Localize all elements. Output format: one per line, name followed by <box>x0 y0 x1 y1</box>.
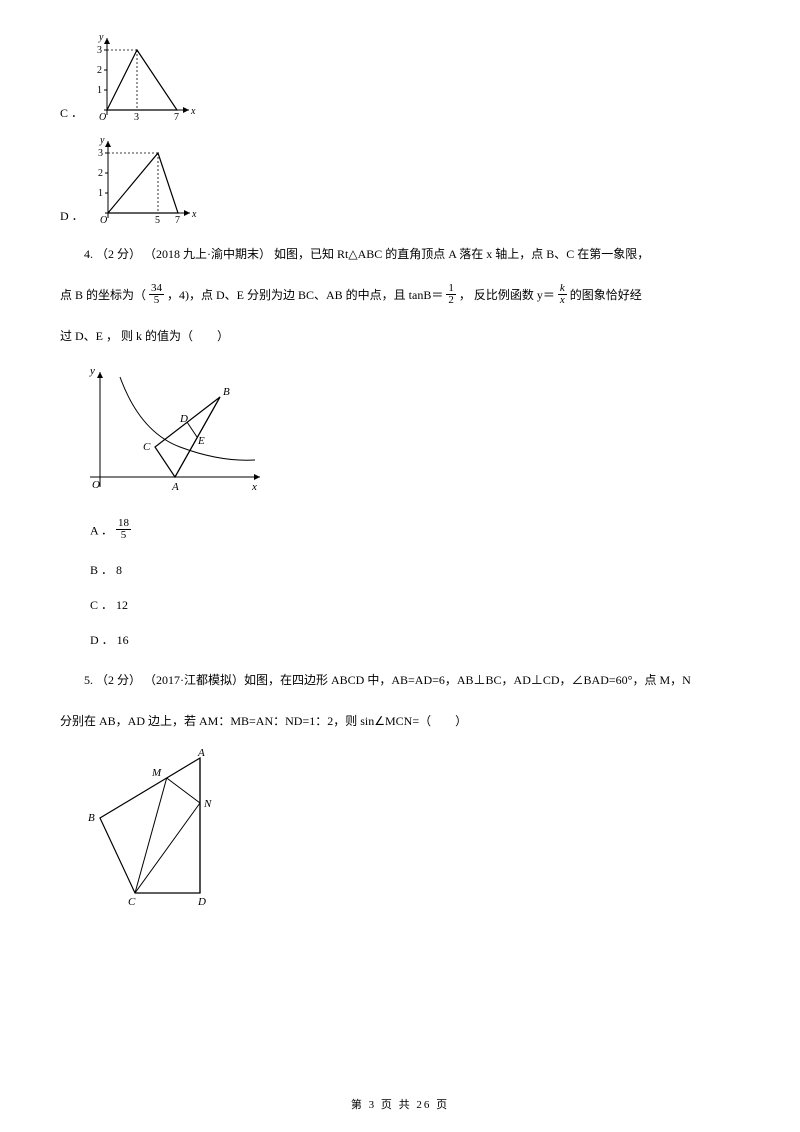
x-axis-label: x <box>190 106 196 117</box>
pt-C: C <box>143 441 151 453</box>
option-d-row: D ． 1 2 3 5 7 O x y <box>60 133 740 228</box>
xtick-7: 7 <box>175 215 180 226</box>
q4-line3: 过 D、E ， 则 k 的值为（ ） <box>60 322 740 351</box>
page-footer: 第 3 页 共 26 页 <box>0 1096 800 1112</box>
option-d-graph: 1 2 3 5 7 O x y <box>90 133 200 228</box>
q4-optA: A ． 185 <box>90 520 740 543</box>
ytick-1: 1 <box>97 85 102 96</box>
q4-optB: B ． 8 <box>90 561 740 578</box>
ytick-2: 2 <box>98 168 103 179</box>
option-c-label: C ． <box>60 104 83 125</box>
q4-l2a: 点 B 的坐标为（ <box>60 288 149 302</box>
q4-l2d: 的图象恰好经 <box>570 288 642 302</box>
pt-C: C <box>128 896 136 908</box>
y-label: y <box>89 365 95 377</box>
xtick-7: 7 <box>174 112 179 123</box>
option-c-graph: 1 2 3 3 7 O x y <box>89 30 199 125</box>
y-axis-label: y <box>98 32 104 43</box>
pt-B: B <box>88 812 95 824</box>
ytick-3: 3 <box>97 45 102 56</box>
q4-line2: 点 B 的坐标为（ 345 ，4)，点 D、E 分别为边 BC、AB 的中点，且… <box>60 281 740 310</box>
option-d-label: D ． <box>60 207 84 228</box>
q4-optD: D ． 16 <box>90 631 740 648</box>
ytick-3: 3 <box>98 148 103 159</box>
ytick-2: 2 <box>97 65 102 76</box>
q4-line1: 4. （2 分） （2018 九上·渝中期末） 如图，已知 Rt△ABC 的直角… <box>60 240 740 269</box>
frac-18-5: 185 <box>116 518 131 541</box>
frac-1-2: 12 <box>446 283 456 306</box>
pt-D: D <box>197 896 206 908</box>
q5-line2: 分别在 AB，AD 边上，若 AM：MB=AN：ND=1：2，则 sin∠MCN… <box>60 707 740 736</box>
x-axis-label: x <box>191 209 197 220</box>
q4-diagram: O x y A B C D E <box>80 362 740 502</box>
q4-l2c: ， 反比例函数 y＝ <box>459 288 558 302</box>
ytick-1: 1 <box>98 188 103 199</box>
xtick-3: 3 <box>134 112 139 123</box>
pt-A: A <box>171 481 179 493</box>
pt-E: E <box>197 435 205 447</box>
frac-k-x: kx <box>558 283 567 306</box>
q4-optC: C ． 12 <box>90 596 740 613</box>
optA-label: A ． <box>90 524 113 538</box>
pt-B: B <box>223 386 230 398</box>
pt-D: D <box>179 413 188 425</box>
q4-l2b: ，4)，点 D、E 分别为边 BC、AB 的中点，且 tanB＝ <box>167 288 446 302</box>
y-axis-label: y <box>99 135 105 146</box>
origin-label: O <box>100 215 107 226</box>
pt-N: N <box>203 798 212 810</box>
x-label: x <box>251 481 257 493</box>
pt-A: A <box>197 748 205 759</box>
option-c-row: C ． 1 2 3 3 7 O x y <box>60 30 740 125</box>
frac-34-5: 345 <box>149 283 164 306</box>
origin-label: O <box>99 112 106 123</box>
q5-line1: 5. （2 分） （2017·江都模拟）如图，在四边形 ABCD 中，AB=AD… <box>60 666 740 695</box>
origin: O <box>92 479 100 491</box>
pt-M: M <box>151 767 162 779</box>
q5-diagram: A B C D M N <box>80 748 740 908</box>
xtick-5: 5 <box>155 215 160 226</box>
